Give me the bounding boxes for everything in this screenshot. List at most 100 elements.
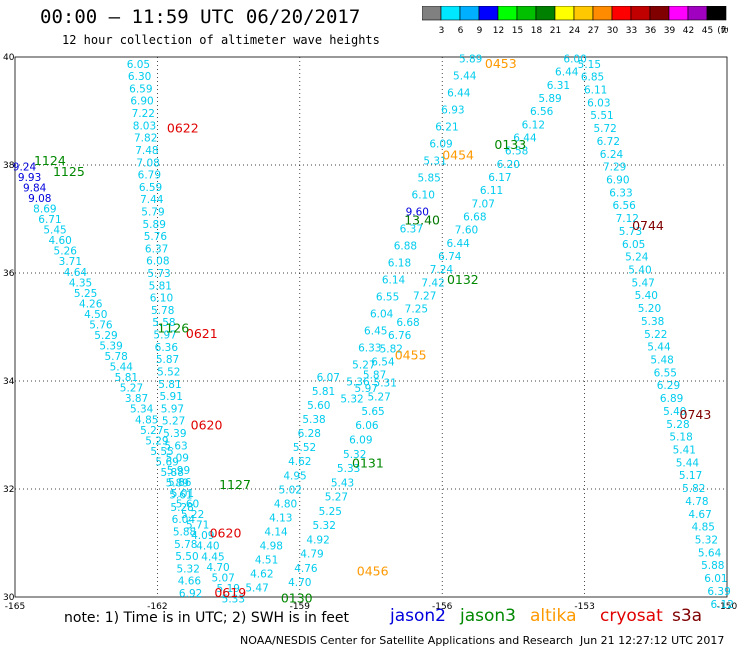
- scale-label: (ft): [717, 26, 728, 36]
- swh-value: 5.45: [43, 225, 66, 237]
- swh-value: 8.69: [33, 204, 56, 216]
- time-label: 0619: [214, 585, 246, 600]
- time-label: 0131: [352, 455, 384, 470]
- lat-tick-label: 34: [3, 377, 15, 387]
- swh-value: 5.89: [459, 53, 482, 65]
- swh-value: 4.79: [300, 549, 323, 561]
- swh-value: 6.11: [584, 85, 607, 97]
- scale-label: 12: [493, 26, 504, 36]
- time-label: 0744: [632, 218, 664, 233]
- swh-value: 7.29: [603, 162, 626, 174]
- swh-value: 5.88: [173, 526, 196, 538]
- swh-value: 4.60: [48, 235, 71, 247]
- swh-value: 5.78: [104, 351, 127, 363]
- swh-value: 5.39: [99, 341, 122, 353]
- swh-value: 7.22: [132, 108, 155, 120]
- legend-cryosat: cryosat: [600, 606, 663, 626]
- swh-value: 6.56: [612, 200, 636, 212]
- swh-value: 4.85: [135, 414, 158, 426]
- scale-label: 33: [626, 26, 637, 36]
- swh-value: 5.60: [307, 400, 330, 412]
- swh-value: 5.71: [186, 520, 209, 532]
- swh-value: 6.76: [388, 330, 412, 342]
- swh-value: 4.76: [294, 563, 318, 575]
- scale-label: 36: [645, 26, 657, 36]
- swh-value: 6.05: [622, 239, 645, 251]
- swh-value: 6.05: [127, 59, 150, 71]
- swh-value: 6.07: [317, 372, 340, 384]
- swh-value: 6.39: [707, 586, 730, 598]
- swh-value: 5.81: [158, 379, 181, 391]
- scale-label: 70: [721, 26, 728, 36]
- swh-value: 7.08: [136, 157, 159, 169]
- time-label: 0133: [494, 137, 526, 152]
- time-label: 0620: [210, 526, 242, 541]
- swh-value: 4.95: [283, 470, 306, 482]
- swh-value: 5.40: [663, 406, 686, 418]
- swh-value: 6.88: [394, 241, 417, 253]
- swh-value: 7.48: [135, 145, 158, 157]
- map-frame: [14, 56, 728, 598]
- swh-value: 5.55: [150, 446, 173, 458]
- swh-value: 6.85: [581, 72, 604, 84]
- swh-value: 5.79: [141, 206, 164, 218]
- time-label: 1127: [219, 477, 251, 492]
- swh-value: 4.14: [264, 526, 288, 538]
- swh-value: 6.71: [38, 214, 61, 226]
- swh-value: 5.09: [166, 453, 189, 465]
- lat-tick-label: 32: [3, 485, 14, 495]
- swh-value: 6.44: [447, 87, 471, 99]
- time-label: 13.40: [404, 212, 440, 227]
- swh-value: 5.78: [151, 305, 174, 317]
- swh-value: 5.64: [698, 547, 722, 559]
- swh-value: 6.03: [587, 97, 610, 109]
- swh-value: 7.60: [455, 225, 478, 237]
- lat-tick-label: 38: [3, 161, 15, 171]
- swh-value: 5.91: [160, 391, 183, 403]
- swh-value: 6.30: [128, 71, 151, 83]
- legend-jason2: jason2: [390, 606, 446, 626]
- scale-label: 39: [664, 26, 676, 36]
- scale-label: 3: [439, 26, 445, 36]
- swh-value: 6.90: [130, 96, 153, 108]
- swh-value: 5.51: [590, 110, 613, 122]
- swh-value: 6.09: [349, 434, 372, 446]
- swh-value: 6.89: [660, 393, 683, 405]
- swh-value: 6.08: [146, 256, 169, 268]
- swh-value: 6.31: [547, 80, 570, 92]
- swh-value: 6.45: [364, 326, 387, 338]
- swh-value: 5.72: [593, 123, 616, 135]
- swh-value: 6.59: [129, 83, 152, 95]
- swh-value: 5.87: [363, 370, 386, 382]
- swh-value: 5.28: [666, 419, 689, 431]
- swh-value: 6.06: [355, 420, 379, 432]
- swh-value: 6.04: [172, 514, 196, 526]
- units-note: note: 1) Time is in UTC; 2) SWH is in fe…: [64, 610, 350, 626]
- swh-value: 5.82: [380, 343, 403, 355]
- swh-value: 6.00: [563, 53, 586, 65]
- swh-value: 6.68: [396, 317, 419, 329]
- lat-tick-label: 36: [3, 269, 15, 279]
- legend-s3a: s3a: [672, 606, 703, 626]
- swh-value: 5.33: [222, 593, 245, 605]
- swh-value: 5.69: [155, 456, 178, 468]
- swh-value: 4.85: [692, 522, 715, 534]
- swh-value: 6.36: [155, 342, 179, 354]
- lon-tick-label: -159: [290, 602, 311, 612]
- swh-value: 6.79: [138, 170, 161, 182]
- swh-value: 5.27: [120, 383, 143, 395]
- scale-label: 21: [550, 26, 561, 36]
- swh-value: 5.27: [325, 492, 348, 504]
- swh-value: 5.27: [367, 392, 390, 404]
- swh-value: 6.04: [370, 309, 394, 321]
- swh-value: 5.18: [669, 432, 692, 444]
- swh-value: 5.99: [167, 465, 190, 477]
- swh-value: 5.27: [162, 416, 185, 428]
- swh-value: 5.47: [245, 583, 268, 595]
- swh-value: 5.81: [312, 386, 335, 398]
- swh-value: 6.44: [513, 132, 537, 144]
- swh-value: 4.80: [274, 498, 297, 510]
- scale-label: 42: [683, 26, 694, 36]
- swh-value: 6.33: [609, 187, 632, 199]
- swh-value: 5.17: [679, 470, 702, 482]
